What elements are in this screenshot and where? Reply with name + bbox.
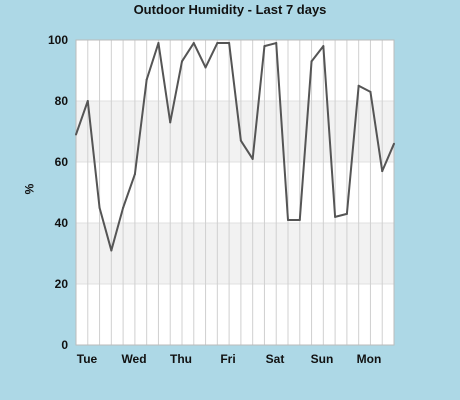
data-point xyxy=(345,212,348,215)
data-point xyxy=(393,142,395,145)
data-point xyxy=(122,206,125,209)
x-tick-label: Thu xyxy=(170,352,192,366)
data-point xyxy=(381,170,384,173)
data-point xyxy=(192,42,195,45)
data-point xyxy=(157,42,160,45)
data-point xyxy=(86,100,89,102)
x-tick-label: Sun xyxy=(311,352,334,366)
data-point xyxy=(110,249,113,252)
data-point xyxy=(251,157,254,160)
data-point xyxy=(216,42,219,45)
y-tick-label: 60 xyxy=(55,155,69,169)
data-point xyxy=(75,133,77,136)
band-20-40 xyxy=(76,223,394,284)
data-point xyxy=(133,173,136,176)
band-60-80 xyxy=(76,101,394,162)
data-point xyxy=(239,139,242,142)
chart-title: Outdoor Humidity - Last 7 days xyxy=(133,2,327,17)
humidity-line xyxy=(75,42,395,252)
data-point xyxy=(228,42,231,45)
data-point xyxy=(98,206,101,209)
data-point xyxy=(287,218,289,221)
data-point xyxy=(357,84,360,87)
y-tick-label: 80 xyxy=(55,94,69,108)
data-point xyxy=(369,90,372,93)
y-tick-label: 0 xyxy=(61,338,68,352)
y-tick-label: 40 xyxy=(55,216,69,230)
x-tick-label: Tue xyxy=(77,352,98,366)
x-tick-label: Fri xyxy=(220,352,235,366)
data-point xyxy=(145,78,148,81)
data-point xyxy=(334,215,337,218)
y-tick-label: 100 xyxy=(48,33,68,47)
plot-border xyxy=(75,39,395,346)
data-point xyxy=(322,45,325,48)
y-tick-label: 20 xyxy=(55,277,69,291)
x-tick-label: Wed xyxy=(121,352,146,366)
data-point xyxy=(310,60,313,63)
data-point xyxy=(181,60,183,63)
data-point xyxy=(275,42,278,45)
data-point xyxy=(169,121,172,124)
data-point xyxy=(298,218,301,221)
x-tick-label: Mon xyxy=(357,352,382,366)
x-tick-label: Sat xyxy=(266,352,285,366)
data-point xyxy=(263,45,266,48)
data-point xyxy=(204,66,207,69)
